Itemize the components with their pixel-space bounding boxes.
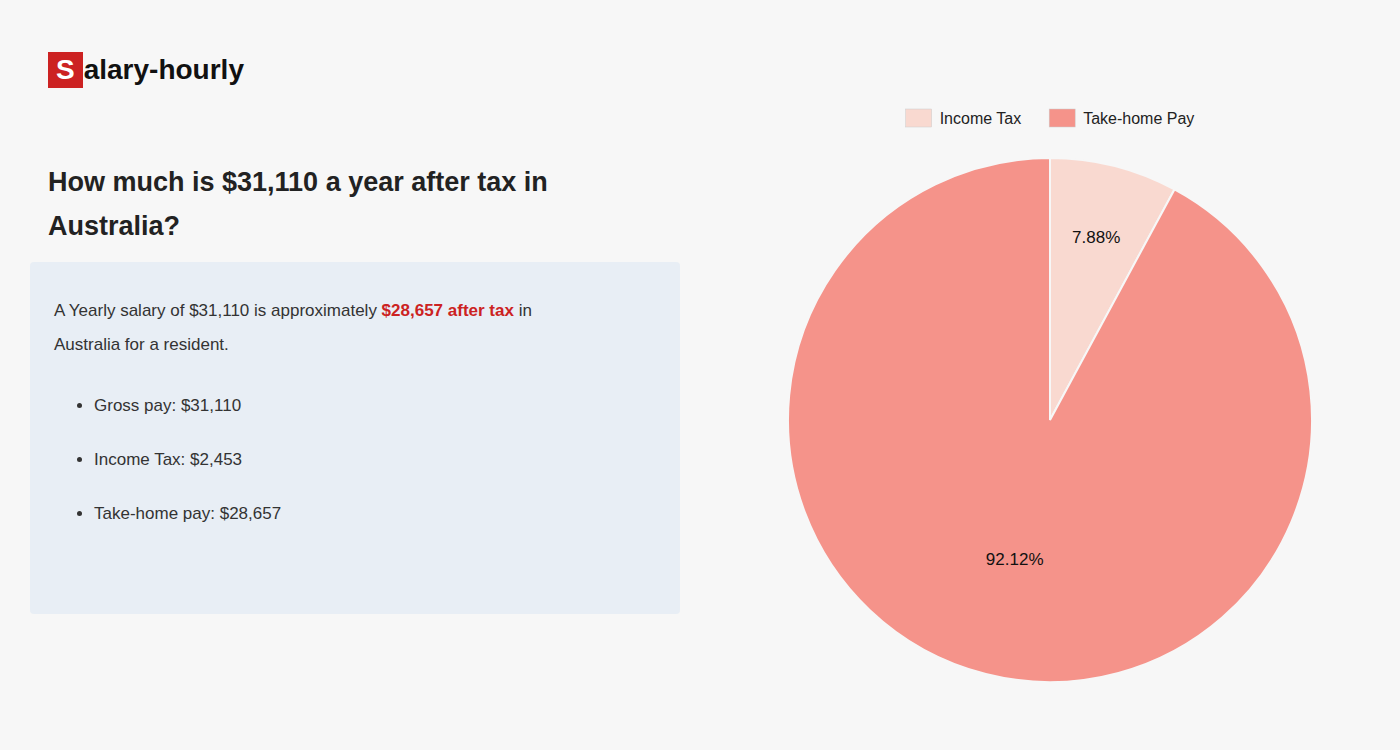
legend-label: Take-home Pay xyxy=(1083,110,1194,127)
legend-swatch xyxy=(1049,109,1075,127)
data-label: 92.12% xyxy=(986,550,1044,569)
logo: Salary-hourly xyxy=(48,52,244,88)
body-text: Take-home pay: $28,657 xyxy=(94,504,281,523)
body-text: $28,657 after tax xyxy=(382,301,514,320)
body-line: A Yearly salary of $31,110 is approximat… xyxy=(54,294,532,328)
body-text: A Yearly salary of $31,110 is approximat… xyxy=(54,301,382,320)
logo-text: alary-hourly xyxy=(84,54,244,86)
legend-swatch xyxy=(906,109,932,127)
info-box: A Yearly salary of $31,110 is approximat… xyxy=(30,262,680,614)
text-panel: Salary-hourly How much is $31,110 a year … xyxy=(0,0,690,750)
slices xyxy=(788,158,1312,682)
logo-mark: S xyxy=(48,52,83,88)
body-text: Gross pay: $31,110 xyxy=(94,396,241,415)
title-line: Australia? xyxy=(48,204,548,248)
bullet-list: Gross pay: $31,110 Income Tax: $2,453 Take… xyxy=(54,394,281,556)
body: A Yearly salary of $31,110 is approximat… xyxy=(54,294,532,362)
data-label: 7.88% xyxy=(1072,228,1120,247)
body-line: Gross pay: $31,110 xyxy=(94,394,281,418)
page: Salary-hourly How much is $31,110 a year … xyxy=(0,0,1400,750)
body-line: Australia for a resident. xyxy=(54,328,532,362)
bullet: Income Tax: $2,453 xyxy=(94,448,281,472)
legend-item: Take-home Pay xyxy=(1049,109,1194,127)
title-line: How much is $31,110 a year after tax in xyxy=(48,160,548,204)
data-labels: 7.88% 92.12% xyxy=(986,228,1120,570)
body-line: Income Tax: $2,453 xyxy=(94,448,281,472)
legend-item: Income Tax xyxy=(906,109,1022,127)
body-text: Income Tax: $2,453 xyxy=(94,450,242,469)
pie-chart: 7.88% 92.12% Income Tax Take-home Pay xyxy=(700,0,1400,750)
legend-label: Income Tax xyxy=(940,110,1022,127)
legend: Income Tax Take-home Pay xyxy=(906,109,1195,127)
title: How much is $31,110 a year after tax inA… xyxy=(48,160,548,248)
bullet: Gross pay: $31,110 xyxy=(94,394,281,418)
pie-slice xyxy=(788,158,1312,682)
body-line: Take-home pay: $28,657 xyxy=(94,502,281,526)
body-text: in xyxy=(514,301,532,320)
bullet: Take-home pay: $28,657 xyxy=(94,502,281,526)
body-text: Australia for a resident. xyxy=(54,335,229,354)
